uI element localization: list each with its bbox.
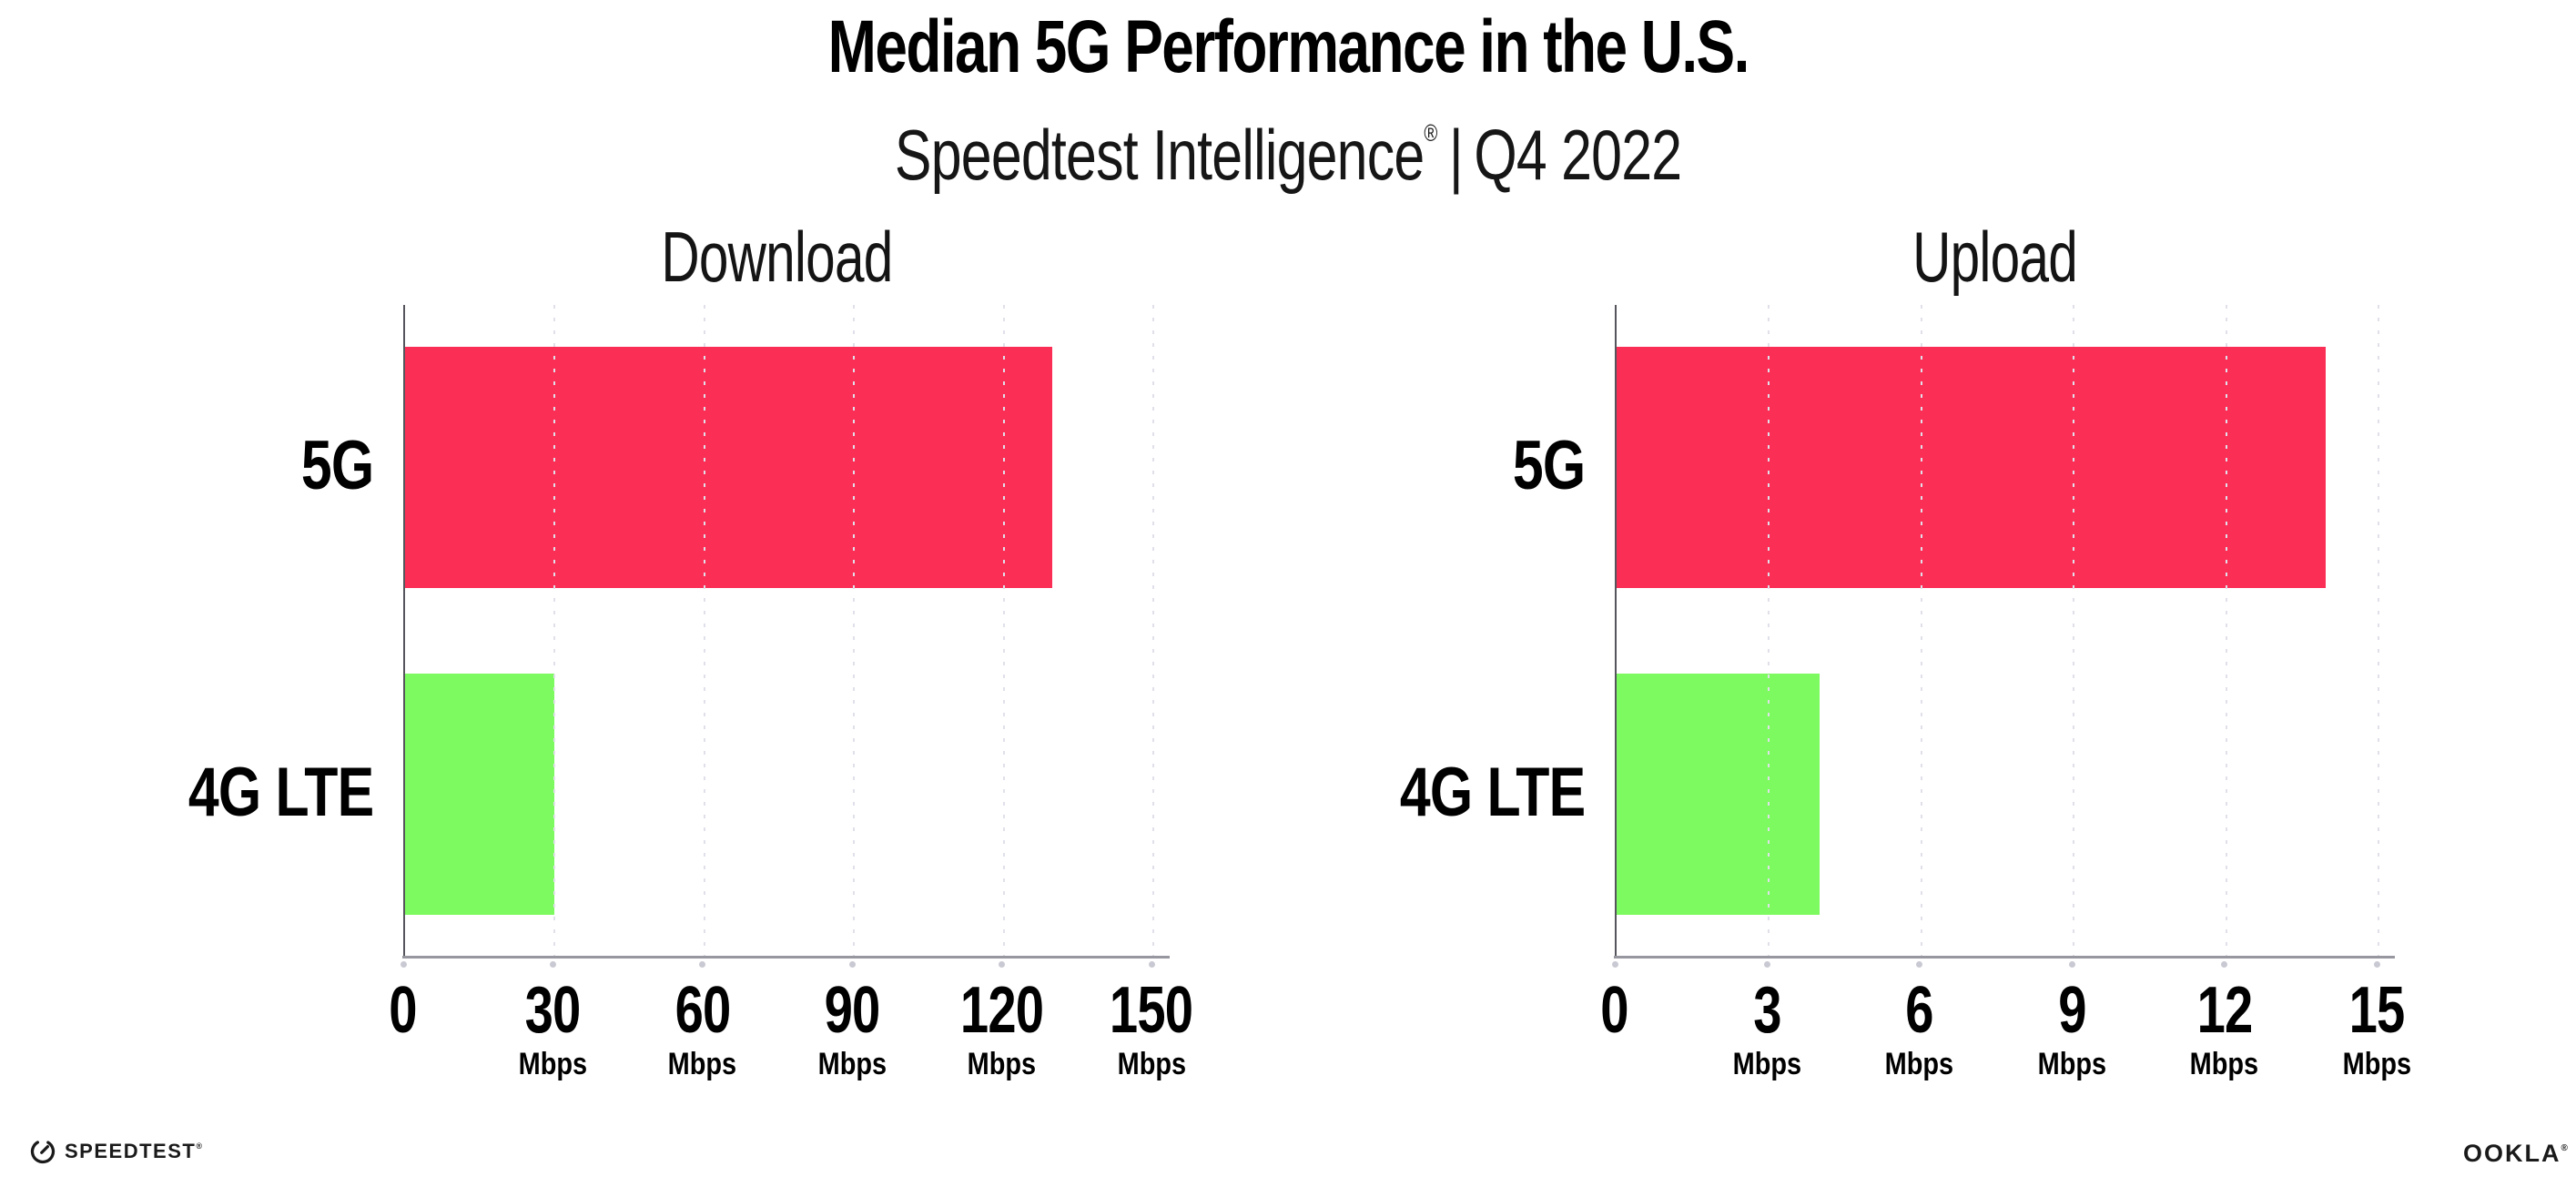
ookla-registered-mark: ® [2561, 1143, 2570, 1153]
axis-tick [2068, 961, 2075, 968]
axis-tick [1763, 961, 1770, 968]
speedtest-wordmark: SPEEDTEST® [65, 1140, 203, 1163]
bar-4g-lte [405, 674, 554, 915]
bar-5g [405, 347, 1052, 588]
subtitle-period: Q4 2022 [1474, 115, 1682, 195]
x-tick-label: 6 Mbps [1838, 976, 2002, 1081]
x-tick-value: 9 [2057, 974, 2086, 1047]
x-tick-value: 0 [1600, 974, 1629, 1047]
x-tick-label: 9 Mbps [1990, 976, 2154, 1081]
registered-mark: ® [1424, 119, 1438, 147]
chart-title-download: Download [403, 218, 1150, 295]
axis-tick [2221, 961, 2228, 968]
x-tick-unit: Mbps [518, 1047, 588, 1081]
x-tick-label: 15 Mbps [2295, 976, 2459, 1081]
axis-tick [1148, 961, 1155, 968]
x-tick-label: 3 Mbps [1685, 976, 1849, 1081]
speedtest-trademark-mark: ® [196, 1141, 204, 1151]
ookla-wordmark-text: OOKLA [2463, 1140, 2561, 1167]
x-tick-unit: Mbps [1732, 1047, 1802, 1081]
category-label-text: 5G [300, 427, 373, 504]
x-tick-value: 0 [389, 974, 418, 1047]
plot-area [1615, 305, 2379, 959]
gridline [1768, 305, 1770, 959]
ookla-wordmark: OOKLA® [2463, 1140, 2570, 1167]
axis-tick [999, 961, 1006, 968]
x-tick-value: 120 [959, 974, 1044, 1047]
speedtest-wordmark-text: SPEEDTEST [65, 1140, 197, 1162]
x-tick-value: 150 [1110, 974, 1193, 1047]
category-label-text: 5G [1512, 427, 1585, 504]
header: Median 5G Performance in the U.S. Speedt… [0, 7, 2576, 194]
gridline [553, 305, 556, 959]
category-label-text: 4G LTE [188, 754, 373, 831]
x-tick-value: 12 [2196, 974, 2253, 1047]
chart-title-text: Download [660, 217, 893, 297]
x-tick-value: 90 [824, 974, 881, 1047]
category-label-5g: 5G [9, 430, 373, 502]
x-tick-unit: Mbps [817, 1047, 887, 1081]
x-tick-value: 3 [1753, 974, 1781, 1047]
x-tick-value: 30 [524, 974, 582, 1047]
chart-title-text: Upload [1912, 217, 2078, 297]
upload-chart: Upload 5G 4G LTE 0Mbps3Mbps6Mbps9Mbps12M… [1214, 218, 2416, 1111]
x-tick-unit: Mbps [2342, 1047, 2411, 1081]
gridline [1920, 305, 1922, 959]
x-tick-unit: Mbps [1117, 1047, 1186, 1081]
axis-tick [1916, 961, 1923, 968]
page-subtitle: Speedtest Intelligence® | Q4 2022 [0, 95, 2576, 193]
x-tick-unit: Mbps [1885, 1047, 1954, 1081]
x-axis-line [402, 956, 1170, 959]
x-tick-value: 6 [1905, 974, 1934, 1047]
x-axis-line [1614, 956, 2395, 959]
plot-area [403, 305, 1154, 959]
axis-tick [549, 961, 556, 968]
category-label-4g-lte: 4G LTE [1221, 756, 1585, 829]
x-tick-label: 60 Mbps [621, 976, 785, 1081]
ookla-logo: OOKLA® [2463, 1140, 2570, 1168]
bar-5g [1617, 347, 2327, 588]
axis-tick [2373, 961, 2380, 968]
x-tick-value: 15 [2348, 974, 2406, 1047]
x-tick-unit: Mbps [967, 1047, 1037, 1081]
x-tick-value: 60 [674, 974, 731, 1047]
speedtest-gauge-icon [30, 1139, 56, 1164]
speedtest-logo: SPEEDTEST® [29, 1138, 203, 1165]
gridline [2073, 305, 2075, 959]
gridline [2378, 305, 2379, 959]
category-label-text: 4G LTE [1399, 754, 1585, 831]
x-tick-label: 150 Mbps [1070, 976, 1233, 1081]
subtitle-brand: Speedtest Intelligence [894, 115, 1425, 195]
category-label-5g: 5G [1221, 430, 1585, 502]
axis-tick [848, 961, 856, 968]
page-title-text: Median 5G Performance in the U.S. [827, 5, 1749, 88]
gridline [703, 305, 705, 959]
x-tick-unit: Mbps [2189, 1047, 2259, 1081]
chart-title-upload: Upload [1615, 218, 2375, 295]
x-tick-unit: Mbps [2037, 1047, 2106, 1081]
x-tick-unit: Mbps [668, 1047, 737, 1081]
page-subtitle-text: Speedtest Intelligence® | Q4 2022 [894, 95, 1682, 195]
gridline [853, 305, 856, 959]
axis-tick [400, 961, 407, 968]
gridline [2225, 305, 2227, 959]
axis-tick [699, 961, 706, 968]
x-tick-label: 12 Mbps [2143, 976, 2307, 1081]
gridline [1152, 305, 1154, 959]
x-tick-label: 120 Mbps [920, 976, 1084, 1081]
axis-tick [1611, 961, 1618, 968]
subtitle-separator: | [1448, 115, 1464, 195]
download-chart: Download 5G 4G LTE 0Mbps30Mbps60Mbps90Mb… [3, 218, 1204, 1111]
bar-4g-lte [1617, 674, 1820, 915]
x-tick-label: 30 Mbps [471, 976, 634, 1081]
page-title: Median 5G Performance in the U.S. [0, 7, 2576, 87]
category-label-4g-lte: 4G LTE [9, 756, 373, 829]
gridline [1002, 305, 1005, 959]
x-tick-label: 90 Mbps [770, 976, 934, 1081]
